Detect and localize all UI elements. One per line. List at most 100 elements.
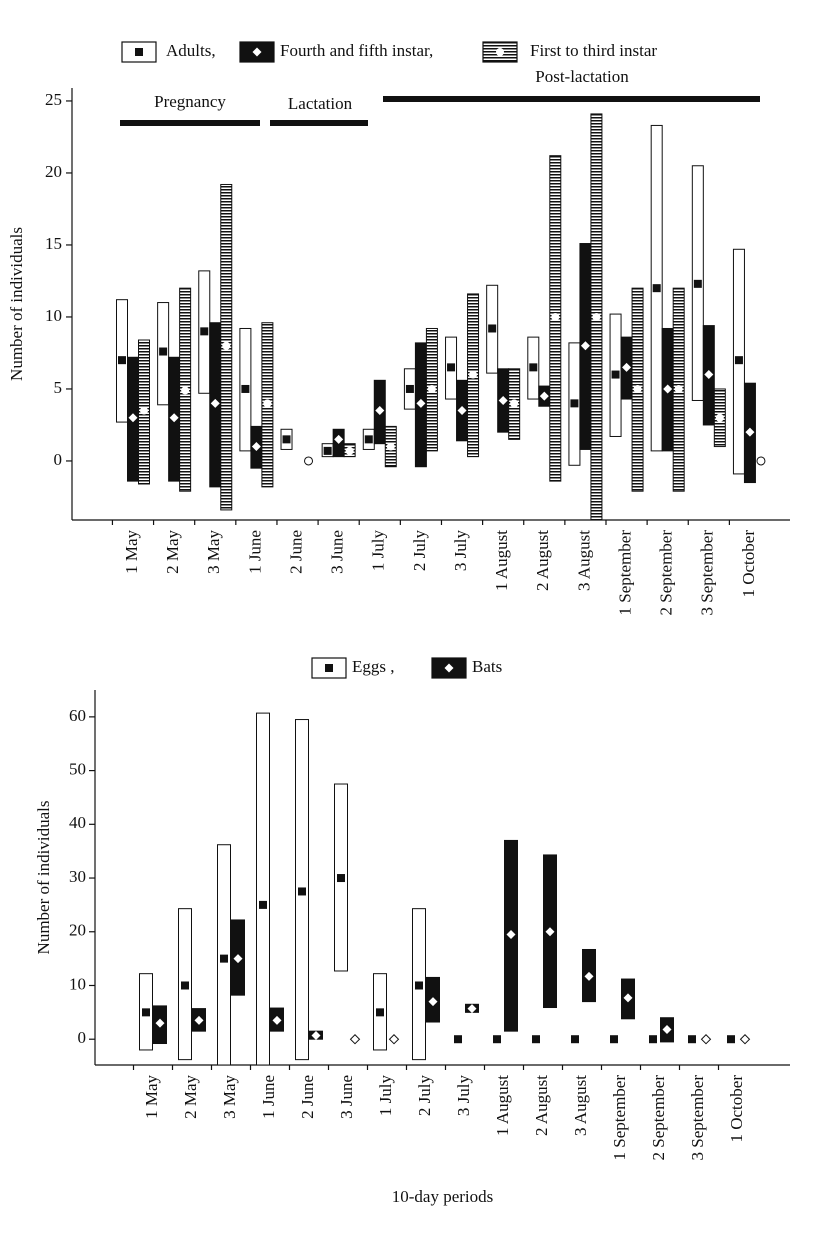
mean-marker [325,664,333,672]
x-tick-label: 2 June [298,1075,317,1119]
mean-marker [592,312,601,321]
x-tick-label: 3 September [698,530,717,616]
mean-marker [233,954,243,964]
x-tick-label: 1 May [142,1075,161,1119]
mean-marker [375,406,385,416]
x-tick-label: 3 August [571,1075,590,1136]
mean-marker [488,324,497,333]
mean-marker [298,887,306,896]
period-label: Lactation [288,94,353,113]
mean-marker [506,929,516,939]
mean-marker [539,391,549,401]
mean-marker [662,1025,672,1035]
mean-marker [334,434,344,444]
mean-marker [181,386,190,395]
x-tick-label: 2 July [415,1075,434,1117]
mean-marker [454,1035,462,1044]
x-tick-label: 2 September [649,1075,668,1161]
mean-marker [251,442,261,452]
x-tick-label: 1 May [122,530,141,574]
mean-marker [155,1018,165,1028]
x-tick-label: 2 August [533,530,552,591]
mean-marker [693,279,702,288]
mean-marker [715,413,724,422]
mean-marker [259,900,267,909]
mean-marker [263,399,272,408]
x-tick-label: 3 August [574,530,593,591]
x-tick-label: 3 June [328,530,347,574]
y-axis-label: Number of individuals [34,801,53,955]
mean-marker [580,341,590,351]
mean-marker [345,446,354,455]
mean-marker [427,384,436,393]
mean-marker [688,1035,696,1044]
legend-label: Adults, [166,41,216,60]
mean-marker [623,993,633,1003]
x-tick-label: 3 June [337,1075,356,1119]
y-tick-label: 20 [69,921,86,940]
y-tick-label: 50 [69,759,86,778]
mean-marker [532,1035,540,1044]
legend-label: Eggs , [352,657,395,676]
mean-marker [571,1035,579,1044]
x-tick-label: 3 July [454,1075,473,1117]
x-tick-label: 1 June [245,530,264,574]
y-tick-label: 30 [69,867,86,886]
mean-marker [652,284,661,293]
mean-marker [142,1008,150,1017]
mean-marker [610,1035,618,1044]
x-tick-label: 2 July [410,530,429,572]
mean-marker [529,363,538,372]
mean-marker [700,1034,712,1045]
mean-marker [337,874,345,883]
mean-marker [282,435,291,444]
mean-marker [611,370,620,379]
x-tick-label: 3 May [204,530,223,574]
mean-marker [135,48,143,56]
mean-marker [349,1034,361,1045]
mean-marker [386,442,395,451]
x-tick-label: 1 July [376,1075,395,1117]
mean-marker [498,395,508,405]
x-tick-label: 3 September [688,1075,707,1161]
mean-marker [739,1034,751,1045]
mean-marker [241,384,250,393]
mean-marker [633,384,642,393]
y-tick-label: 5 [54,378,63,397]
mean-marker [252,47,262,57]
mean-marker [194,1015,204,1025]
y-axis-label: Number of individuals [7,227,26,381]
mean-marker [584,971,594,981]
mean-marker [467,1004,477,1014]
x-tick-label: 1 October [727,1075,746,1143]
x-tick-label: 2 June [286,530,305,574]
mean-marker [181,981,189,990]
mean-marker [272,1015,282,1025]
period-bar [120,120,260,126]
y-tick-label: 10 [45,306,62,325]
y-tick-label: 10 [69,974,86,993]
mean-marker [704,370,714,380]
mean-marker [457,406,467,416]
mean-marker [622,362,632,372]
mean-marker [222,341,231,350]
x-tick-label: 2 September [657,530,676,616]
mean-marker [128,413,138,423]
x-tick-label: 1 June [259,1075,278,1119]
x-tick-label: 1 July [369,530,388,572]
period-label: Pregnancy [154,92,226,111]
mean-marker [416,398,426,408]
mean-marker [364,435,373,444]
period-bar [270,120,368,126]
mean-marker [663,384,673,394]
mean-marker [745,427,755,437]
mean-marker [376,1008,384,1017]
mean-marker [551,312,560,321]
range-box [256,712,270,1066]
mean-marker [323,446,332,455]
mean-marker [545,927,555,937]
mean-marker [159,347,168,356]
mean-marker [674,384,683,393]
y-tick-label: 40 [69,813,86,832]
